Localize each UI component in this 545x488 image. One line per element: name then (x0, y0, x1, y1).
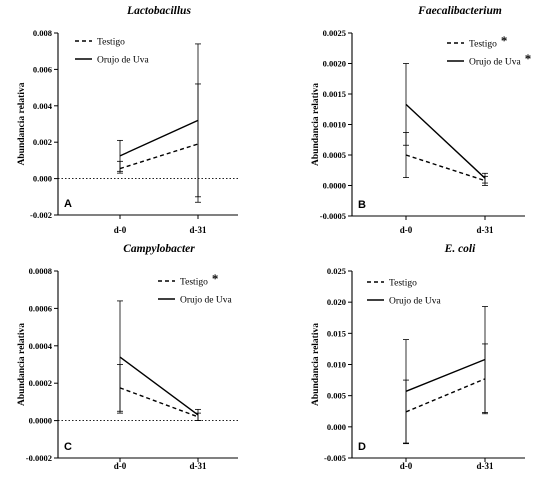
x-tick-label: d-0 (400, 461, 413, 471)
legend-label: Testigo (180, 278, 208, 288)
chart-panel-d: E. coli Abundancia relativa -0.005 0.000 0.0… (311, 243, 525, 471)
x-tick-label: d-31 (476, 225, 494, 235)
y-tick-label: 0.015 (327, 328, 346, 338)
x-tick-label: d-0 (114, 461, 127, 471)
y-tick-label: -0.002 (30, 210, 52, 220)
significance-asterisk: * (501, 33, 508, 48)
y-tick-label: 0.025 (327, 266, 346, 276)
panel-letter: D (358, 441, 366, 453)
y-tick-label: 0.020 (327, 297, 346, 307)
panel-letter: C (64, 441, 72, 453)
significance-asterisk: * (525, 51, 532, 66)
chart-panel-a: Lactobacillus Abundancia relativa -0.002 0.… (17, 5, 238, 235)
y-axis-label: Abundancia relativa (17, 323, 27, 406)
significance-asterisk: * (212, 271, 219, 286)
legend-label: Testigo (389, 279, 417, 289)
y-tick-label: -0.005 (324, 453, 346, 463)
y-tick-label: 0.0000 (29, 416, 52, 426)
y-axis-label: Abundancia relativa (311, 323, 321, 406)
series-line-orujo (119, 119, 199, 157)
y-axis-label: Abundancia relativa (17, 82, 27, 165)
series-line-orujo (405, 358, 486, 392)
y-tick-label: 0.0005 (323, 150, 346, 160)
y-tick-label: 0.0015 (323, 89, 346, 99)
y-tick-label: -0.0005 (320, 211, 346, 221)
y-axis-label: Abundancia relativa (311, 83, 321, 166)
series-line-testigo (405, 378, 486, 413)
chart-panel-c: Campylobacter Abundancia relativa -0.0002 0… (17, 243, 238, 471)
series-line-orujo (405, 103, 486, 179)
panel-letter: B (358, 199, 366, 211)
series-line-testigo (119, 143, 199, 170)
panel-letter: A (64, 198, 72, 210)
chart-title: Lactobacillus (126, 5, 191, 17)
chart-title: Faecalibacterium (417, 5, 502, 17)
y-tick-label: 0.004 (33, 101, 53, 111)
legend-label: Testigo (97, 38, 125, 48)
series-line-orujo (119, 356, 199, 416)
y-tick-label: 0.0006 (29, 303, 52, 313)
legend-label: Orujo de Uva (180, 296, 232, 306)
y-tick-label: 0.0002 (29, 378, 52, 388)
y-tick-label: 0.000 (327, 422, 346, 432)
y-tick-label: 0.010 (327, 360, 346, 370)
chart-title: E. coli (444, 243, 476, 255)
chart-panel-b: Faecalibacterium Abundancia relativa -0.00… (311, 5, 531, 235)
y-tick-label: 0.006 (33, 64, 52, 74)
series-line-testigo (119, 387, 199, 418)
y-tick-label: 0.005 (327, 391, 346, 401)
x-tick-label: d-31 (189, 461, 207, 471)
legend-label: Testigo (469, 40, 497, 50)
y-tick-label: 0.000 (33, 174, 52, 184)
legend-label: Orujo de Uva (97, 56, 149, 66)
y-tick-label: 0.0008 (29, 266, 52, 276)
y-tick-label: 0.0020 (323, 59, 346, 69)
y-tick-label: 0.002 (33, 137, 52, 147)
y-tick-label: 0.0025 (323, 28, 346, 38)
y-tick-label: 0.0004 (29, 341, 53, 351)
y-tick-label: -0.0002 (26, 453, 52, 463)
y-tick-label: 0.0000 (323, 181, 346, 191)
chart-title: Campylobacter (123, 243, 195, 255)
y-tick-label: 0.008 (33, 28, 52, 38)
x-tick-label: d-0 (114, 225, 127, 235)
legend-label: Orujo de Uva (389, 297, 441, 307)
x-tick-label: d-31 (476, 461, 494, 471)
y-tick-label: 0.0010 (323, 120, 346, 130)
x-tick-label: d-0 (400, 225, 413, 235)
legend-label: Orujo de Uva (469, 58, 521, 68)
x-tick-label: d-31 (189, 225, 207, 235)
